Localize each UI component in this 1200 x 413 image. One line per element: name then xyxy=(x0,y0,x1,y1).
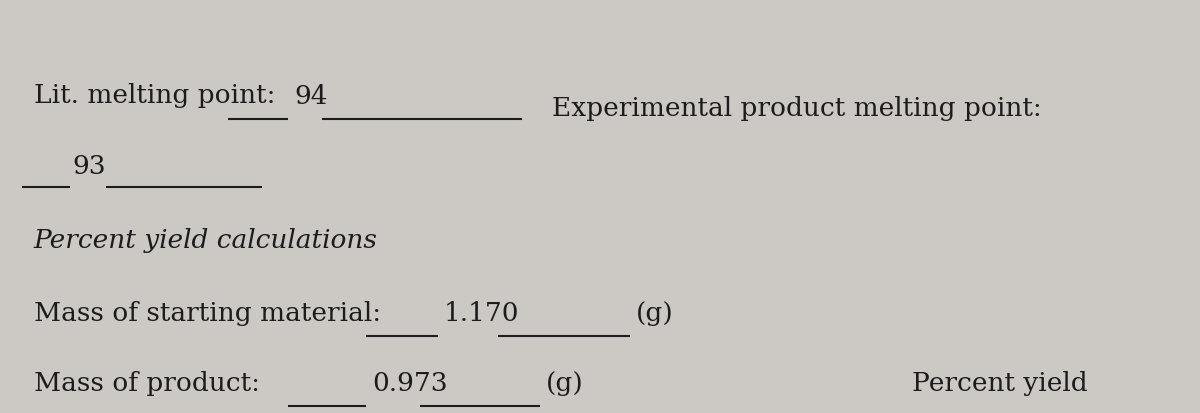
Text: Mass of starting material:: Mass of starting material: xyxy=(34,300,380,325)
Text: (g): (g) xyxy=(546,370,583,395)
Text: 93: 93 xyxy=(72,154,106,178)
Text: (g): (g) xyxy=(636,300,673,325)
Text: Lit. melting point:: Lit. melting point: xyxy=(34,83,275,108)
Text: Experimental product melting point:: Experimental product melting point: xyxy=(552,96,1042,121)
Text: 0.973: 0.973 xyxy=(372,370,448,395)
Text: Percent yield: Percent yield xyxy=(912,370,1087,395)
Text: Percent yield calculations: Percent yield calculations xyxy=(34,228,378,253)
Text: 94: 94 xyxy=(294,83,328,108)
Text: Mass of product:: Mass of product: xyxy=(34,370,259,395)
Text: 1.170: 1.170 xyxy=(444,300,520,325)
